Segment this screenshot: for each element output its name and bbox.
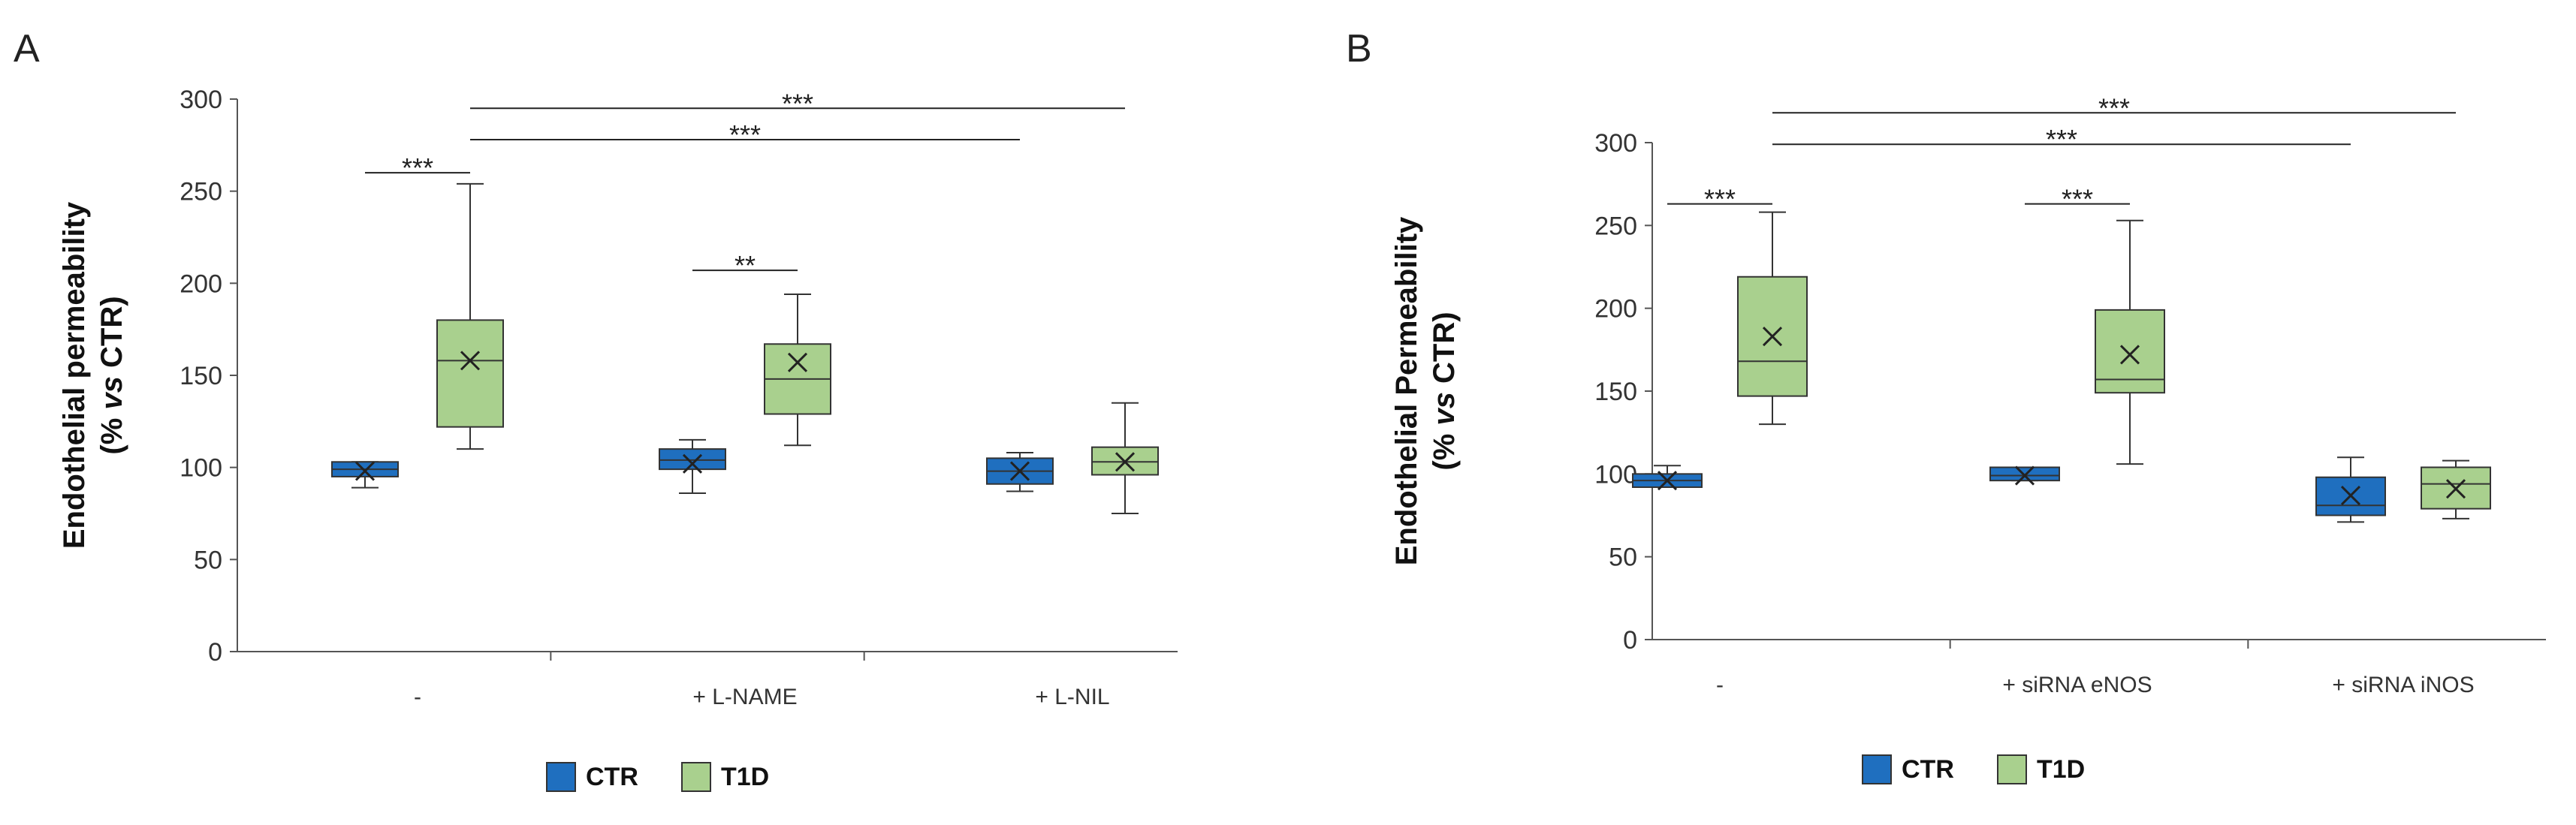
legend-label: CTR [1902, 755, 1954, 784]
box-mean-marker [2445, 479, 2466, 499]
y-tick-label: 100 [1594, 460, 1637, 489]
box-mean-marker [460, 351, 481, 371]
panel-letter-b: B [1346, 27, 1372, 71]
legend-swatch [681, 762, 711, 792]
significance-label: ** [734, 250, 756, 281]
y-tick-label: 50 [194, 546, 222, 574]
box-body [2095, 309, 2165, 394]
legend-label: CTR [586, 763, 638, 791]
y-tick-label: 300 [179, 86, 222, 114]
x-category-label: - [1716, 673, 1724, 697]
y-axis-title-line1: Endothelial permeability [58, 201, 91, 549]
y-tick-label: 0 [1623, 626, 1637, 655]
box-mean-marker [2119, 345, 2140, 365]
y-axis-title-line2: (% vs CTR) [1428, 312, 1461, 470]
x-category-label: + L-NAME [692, 685, 797, 709]
x-category-label: + L-NIL [1035, 685, 1109, 709]
box-mean-marker [354, 461, 376, 481]
box-mean-marker [2340, 485, 2361, 506]
legend-label: T1D [721, 763, 769, 791]
y-tick-label: 250 [179, 178, 222, 206]
chart-panel-a: 0 50 100 150 200 250 300 - + L-NAME + L-NIL Endoth… [58, 86, 1178, 792]
box-mean-marker [2014, 465, 2035, 486]
y-tick-label: 100 [179, 454, 222, 483]
significance-label: *** [2046, 124, 2077, 155]
significance-label: *** [402, 152, 433, 183]
box-mean-marker [1115, 452, 1136, 472]
box-mean-marker [682, 453, 703, 474]
y-tick-label: 0 [208, 638, 222, 667]
box-body [1091, 446, 1159, 476]
panel-letter-a: A [14, 27, 40, 71]
box-body [1989, 466, 2060, 482]
box-mean-marker [787, 352, 808, 372]
significance-label: *** [729, 119, 761, 150]
y-axis-title-line2: (% vs CTR) [95, 296, 128, 454]
box-body [436, 319, 504, 428]
legend-swatch [1862, 754, 1892, 784]
y-tick-label: 250 [1594, 212, 1637, 240]
x-category-label: + siRNA iNOS [2332, 673, 2474, 697]
significance-label: *** [782, 88, 813, 119]
y-tick-label: 200 [1594, 295, 1637, 324]
y-axis-title-line1: Endothelial Permeability [1390, 216, 1423, 565]
y-tick-label: 50 [1609, 543, 1637, 572]
significance-label: *** [2098, 92, 2130, 123]
box-body [659, 448, 726, 471]
y-tick-label: 150 [1594, 378, 1637, 406]
legend-swatch [546, 762, 576, 792]
box-mean-marker [1009, 461, 1030, 481]
y-tick-label: 300 [1594, 129, 1637, 158]
significance-label: *** [1704, 184, 1736, 215]
chart-panel-b: 0 50 100 150 200 250 300 - + siRNA eNOS + siRNA i… [1390, 92, 2546, 784]
box-mean-marker [1762, 327, 1783, 347]
x-category-label: - [414, 685, 421, 709]
x-category-label: + siRNA eNOS [2002, 673, 2152, 697]
y-tick-label: 150 [179, 362, 222, 390]
significance-label: *** [2062, 184, 2093, 215]
legend-label: T1D [2037, 755, 2085, 784]
legend-swatch [1997, 754, 2027, 784]
y-tick-label: 200 [179, 269, 222, 298]
box-mean-marker [1657, 471, 1678, 491]
